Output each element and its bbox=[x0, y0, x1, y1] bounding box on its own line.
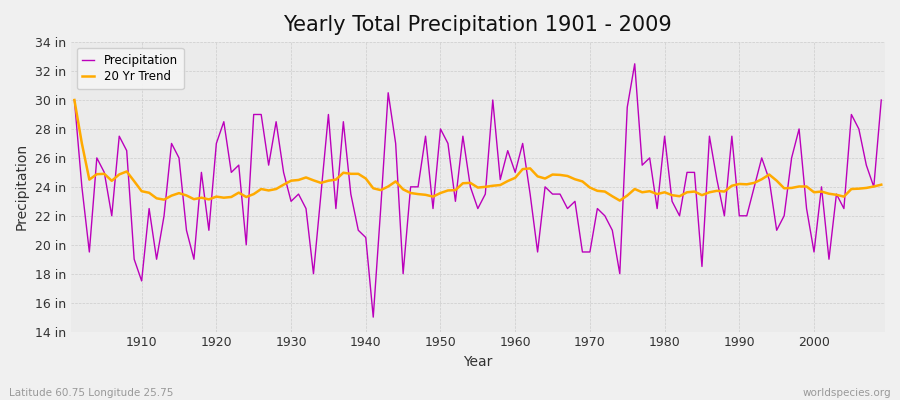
20 Yr Trend bbox=[615, 198, 626, 203]
20 Yr Trend bbox=[599, 189, 610, 194]
Precipitation bbox=[518, 141, 528, 146]
Precipitation bbox=[129, 257, 140, 262]
20 Yr Trend bbox=[876, 182, 886, 187]
20 Yr Trend bbox=[502, 179, 513, 184]
20 Yr Trend bbox=[129, 179, 140, 184]
X-axis label: Year: Year bbox=[464, 355, 492, 369]
Precipitation bbox=[368, 315, 379, 320]
20 Yr Trend bbox=[338, 170, 349, 175]
Title: Yearly Total Precipitation 1901 - 2009: Yearly Total Precipitation 1901 - 2009 bbox=[284, 15, 672, 35]
Text: worldspecies.org: worldspecies.org bbox=[803, 388, 891, 398]
Line: 20 Yr Trend: 20 Yr Trend bbox=[75, 100, 881, 200]
Precipitation bbox=[293, 192, 304, 196]
20 Yr Trend bbox=[69, 98, 80, 102]
20 Yr Trend bbox=[509, 176, 520, 180]
Y-axis label: Precipitation: Precipitation bbox=[15, 143, 29, 230]
Legend: Precipitation, 20 Yr Trend: Precipitation, 20 Yr Trend bbox=[76, 48, 184, 89]
Line: Precipitation: Precipitation bbox=[75, 64, 881, 317]
Precipitation bbox=[629, 62, 640, 66]
Text: Latitude 60.75 Longitude 25.75: Latitude 60.75 Longitude 25.75 bbox=[9, 388, 174, 398]
Precipitation bbox=[338, 119, 349, 124]
Precipitation bbox=[607, 228, 617, 233]
Precipitation bbox=[69, 98, 80, 102]
20 Yr Trend bbox=[293, 178, 304, 182]
Precipitation bbox=[509, 170, 520, 175]
Precipitation bbox=[876, 98, 886, 102]
